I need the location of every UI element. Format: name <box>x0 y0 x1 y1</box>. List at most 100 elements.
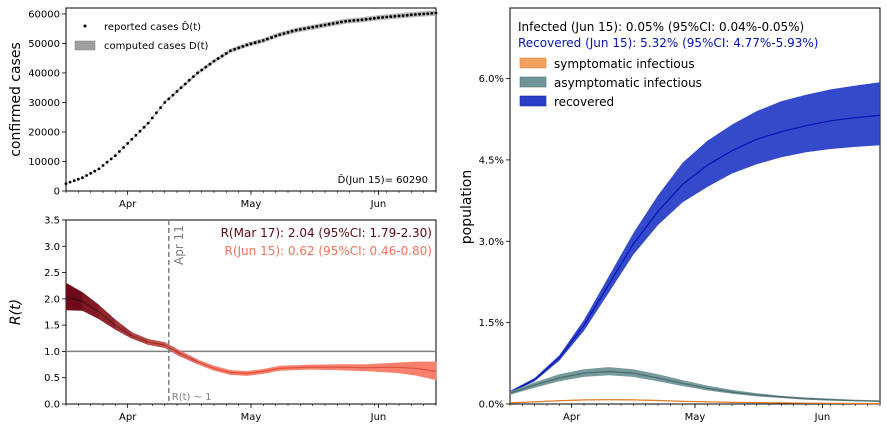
reported-case-point <box>418 12 421 16</box>
reported-case-point <box>360 18 364 22</box>
reported-case-point <box>405 13 409 17</box>
reported-case-point <box>126 142 130 145</box>
reported-case-point <box>348 19 352 23</box>
reported-case-point <box>303 27 306 31</box>
band-asymptomatic-infectious <box>510 367 880 402</box>
reported-case-point <box>323 23 327 27</box>
x-tick-label: Apr <box>119 412 137 423</box>
reported-case-point <box>381 16 384 19</box>
y-axis-ticks: 0 10000 20000 30000 40000 50000 60000 <box>28 9 66 198</box>
r-end-annotation: R(Jun 15): 0.62 (95%CI: 0.46-0.80) <box>224 244 432 258</box>
legend-swatch-symptomatic <box>519 57 547 69</box>
legend-label-recovered: recovered <box>554 95 614 109</box>
reported-case-point <box>175 90 179 93</box>
reported-case-point <box>364 17 368 21</box>
r-line-segment <box>213 367 231 374</box>
legend-label-asymptomatic: asymptomatic infectious <box>554 76 702 90</box>
x-tick-label: Jun <box>370 199 387 210</box>
reported-case-point <box>167 97 171 101</box>
reported-case-point <box>85 174 88 177</box>
y-tick-label: 60000 <box>28 9 60 20</box>
r-median-line <box>65 296 437 375</box>
legend-label-reported: reported cases D̂(t) <box>104 20 201 33</box>
x-tick-label: May <box>241 412 262 423</box>
r-start-annotation: R(Mar 17): 2.04 (95%CI: 1.79-2.30) <box>221 226 432 240</box>
reported-case-point <box>134 133 138 137</box>
y-tick-label: 0.5 <box>44 373 60 384</box>
reported-case-point <box>377 16 380 20</box>
y-axis-label: confirmed cases <box>8 42 24 157</box>
x-tick-label: Jun <box>370 412 387 423</box>
r-line-segment <box>131 335 149 343</box>
y-tick-label: 20000 <box>28 127 60 138</box>
reported-case-point <box>204 65 208 69</box>
reported-case-point <box>261 39 265 42</box>
r-line-segment <box>394 366 416 369</box>
reported-cases-points <box>64 11 438 186</box>
reported-case-point <box>397 14 401 18</box>
reported-case-point <box>93 169 97 173</box>
final-reported-annotation: D̂(Jun 15)= 60290 <box>338 173 428 186</box>
reported-case-point <box>229 49 232 53</box>
r-line-segment <box>197 361 215 369</box>
reported-case-point <box>245 43 249 47</box>
reported-case-point <box>344 19 347 23</box>
reported-case-point <box>266 37 269 41</box>
reported-case-point <box>196 71 200 75</box>
reported-case-point <box>319 24 323 28</box>
reported-case-point <box>171 93 175 97</box>
reported-case-point <box>68 180 72 184</box>
reported-case-point <box>430 11 434 15</box>
threshold-label: R(t) ~ 1 <box>172 392 212 403</box>
r-line-segment <box>114 324 133 337</box>
panel-reproduction-number: 0.0 0.5 1.0 1.5 2.0 2.5 3.0 3.5 Apr May Jun R(t) … <box>8 216 437 423</box>
y-tick-label: 0 <box>54 187 60 198</box>
reported-case-point <box>385 15 389 19</box>
y-tick-label: 30000 <box>28 98 60 109</box>
y-tick-label: 50000 <box>28 39 60 50</box>
legend-swatch-recovered <box>519 95 547 107</box>
reported-case-point <box>89 171 93 175</box>
reported-case-point <box>249 42 253 46</box>
band-recovered <box>510 82 880 394</box>
reported-case-point <box>208 62 212 66</box>
reported-case-point <box>81 176 84 180</box>
line-symptomatic-infectious <box>509 399 881 405</box>
legend-marker-reported <box>83 24 87 28</box>
x-tick-label: May <box>241 199 262 210</box>
reported-case-point <box>113 154 117 158</box>
reported-case-point <box>356 18 360 22</box>
intervention-label: Apr 11 <box>172 225 186 265</box>
reported-case-point <box>130 137 134 141</box>
reported-case-point <box>286 31 290 34</box>
reported-case-point <box>192 75 195 78</box>
reported-case-point <box>352 19 356 22</box>
reported-case-point <box>290 29 294 33</box>
reported-case-point <box>64 182 68 186</box>
reported-case-point <box>274 34 278 38</box>
r-line-segment <box>366 366 395 369</box>
y-tick-label: 2.5 <box>44 268 60 279</box>
x-axis-ticks: Apr May Jun <box>509 404 881 423</box>
reported-case-point <box>187 78 191 82</box>
reported-case-point <box>146 121 150 125</box>
reported-case-point <box>282 32 286 35</box>
reported-case-point <box>212 59 216 63</box>
reported-case-point <box>216 57 220 60</box>
reported-case-point <box>200 68 204 72</box>
plot-frame <box>65 7 437 192</box>
reported-case-point <box>118 150 121 153</box>
reported-case-point <box>76 177 80 181</box>
y-tick-label: 6.0% <box>479 74 504 85</box>
y-tick-label: 3.5 <box>44 216 60 227</box>
x-tick-label: May <box>685 412 706 423</box>
reported-case-point <box>294 28 298 32</box>
reported-case-point <box>241 45 245 48</box>
reported-case-point <box>253 41 257 45</box>
infected-annotation: Infected (Jun 15): 0.05% (95%CI: 0.04%-0… <box>518 20 804 34</box>
reported-case-point <box>426 12 430 16</box>
reported-case-point <box>389 15 393 18</box>
reported-case-point <box>109 157 113 161</box>
y-tick-label: 3.0% <box>479 237 504 248</box>
r-line-segment <box>263 367 280 372</box>
